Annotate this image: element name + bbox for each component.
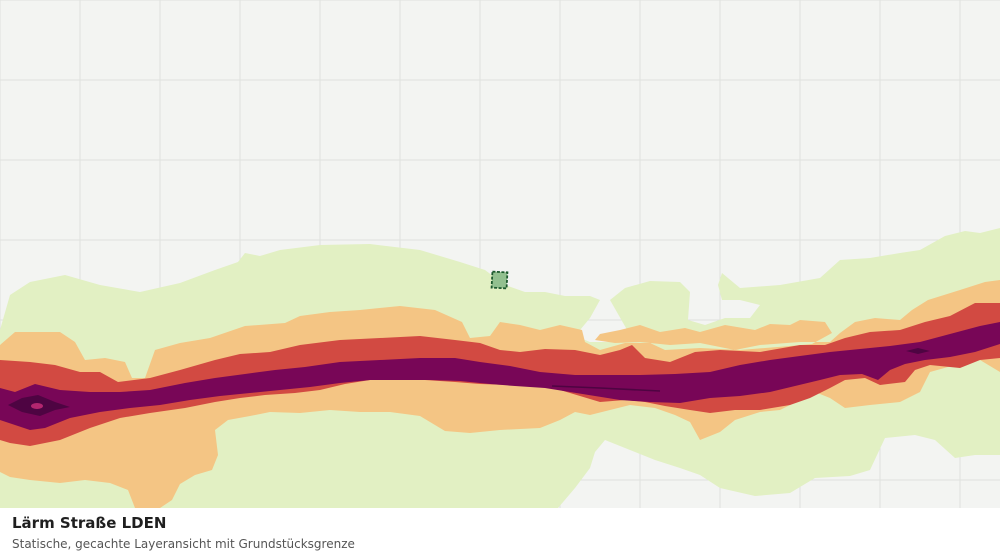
noise-zone-band-2 [0,280,1000,508]
noise-hotspot-west-core [31,403,43,409]
layer-title: Lärm Straße LDEN [12,514,167,532]
parcel-boundary-marker[interactable] [490,270,509,290]
road-centerline [551,385,661,392]
map-caption: Lärm Straße LDEN Statische, gecachte Lay… [0,508,1000,560]
noise-zone-band-4 [0,322,1000,430]
layer-subtitle: Statische, gecachte Layeransicht mit Gru… [12,537,355,551]
noise-hotspot-east [906,348,930,354]
